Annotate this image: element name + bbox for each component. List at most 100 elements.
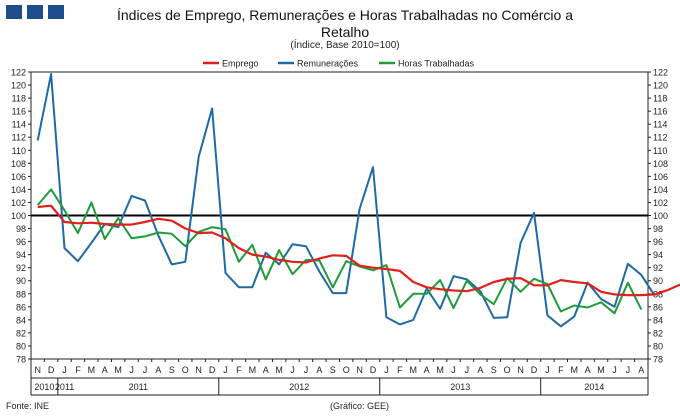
x-tick-label: M — [114, 365, 122, 375]
y-tick-label-left: 94 — [16, 250, 26, 260]
y-tick-label-right: 78 — [653, 355, 663, 365]
logo-block — [48, 5, 64, 19]
x-tick-label: J — [545, 365, 550, 375]
y-tick-label-left: 100 — [11, 211, 26, 221]
y-tick-label-right: 116 — [653, 107, 667, 117]
x-tick-label: A — [316, 365, 322, 375]
y-tick-label-left: 102 — [11, 198, 26, 208]
x-tick-label: A — [263, 365, 269, 375]
x-tick-label: N — [517, 365, 524, 375]
gee-logo — [6, 5, 64, 19]
y-tick-label-right: 86 — [653, 302, 663, 312]
year-label: 2012 — [289, 382, 309, 392]
x-tick-label: O — [343, 365, 350, 375]
logo-block — [6, 5, 22, 19]
y-tick-label-left: 90 — [16, 276, 26, 286]
series-line-emprego — [37, 204, 680, 297]
y-tick-label-right: 110 — [653, 146, 667, 156]
y-tick-label-right: 90 — [653, 276, 663, 286]
x-tick-label: A — [424, 365, 430, 375]
y-tick-label-right: 108 — [653, 159, 668, 169]
series-line-horas-trabalhadas — [36, 188, 643, 315]
year-label: 2011 — [55, 382, 74, 392]
y-tick-label-left: 86 — [16, 302, 26, 312]
x-tick-label: D — [370, 365, 377, 375]
y-tick-label-right: 112 — [653, 133, 667, 143]
x-tick-label: M — [410, 365, 418, 375]
x-tick-label: D — [48, 365, 55, 375]
y-tick-label-right: 122 — [653, 68, 668, 78]
x-tick-label: D — [209, 365, 216, 375]
x-tick-label: J — [223, 365, 228, 375]
y-tick-label-right: 92 — [653, 263, 663, 273]
chart-subtitle: (Índice, Base 2010=100) — [290, 40, 400, 51]
y-tick-label-right: 94 — [653, 250, 663, 260]
series-line-remunerações — [36, 73, 656, 328]
y-tick-label-right: 100 — [653, 211, 668, 221]
x-tick-label: M — [275, 365, 283, 375]
x-tick-label: M — [249, 365, 257, 375]
y-tick-label-left: 80 — [16, 341, 26, 351]
x-tick-label: F — [397, 365, 403, 375]
legend-label: Horas Trabalhadas — [398, 59, 475, 69]
year-label: 2013 — [450, 382, 470, 392]
x-tick-label: O — [182, 365, 189, 375]
year-label: 2010 — [34, 382, 54, 392]
y-tick-label-right: 106 — [653, 172, 668, 182]
x-tick-label: M — [570, 365, 578, 375]
y-tick-label-right: 104 — [653, 185, 668, 195]
y-tick-label-left: 118 — [12, 94, 26, 104]
x-tick-label: N — [34, 365, 41, 375]
y-tick-label-right: 96 — [653, 237, 663, 247]
y-tick-label-left: 122 — [11, 68, 26, 78]
year-label: 2011 — [129, 382, 148, 392]
x-tick-label: O — [504, 365, 511, 375]
x-tick-label: A — [585, 365, 591, 375]
x-tick-label: J — [612, 365, 617, 375]
x-tick-label: S — [330, 365, 336, 375]
x-tick-label: A — [102, 365, 108, 375]
y-tick-label-right: 84 — [653, 315, 663, 325]
x-tick-label: J — [626, 365, 631, 375]
y-tick-label-left: 114 — [12, 120, 26, 130]
x-tick-label: J — [384, 365, 389, 375]
source-note: Fonte: INE — [6, 401, 50, 411]
y-tick-label-right: 120 — [653, 81, 668, 91]
credit-note: (Gráfico: GEE) — [330, 401, 390, 411]
y-tick-label-left: 110 — [12, 146, 26, 156]
x-tick-label: M — [436, 365, 444, 375]
x-tick-label: A — [638, 365, 644, 375]
y-tick-label-right: 98 — [653, 224, 663, 234]
x-tick-label: F — [75, 365, 81, 375]
x-tick-label: J — [290, 365, 295, 375]
x-tick-label: S — [491, 365, 497, 375]
x-tick-label: M — [88, 365, 96, 375]
y-tick-label-left: 116 — [12, 107, 26, 117]
y-tick-label-right: 82 — [653, 328, 663, 338]
y-tick-label-right: 114 — [653, 120, 667, 130]
x-tick-label: F — [558, 365, 564, 375]
y-tick-label-left: 88 — [16, 289, 26, 299]
legend-label: Emprego — [222, 59, 259, 69]
x-tick-label: J — [304, 365, 309, 375]
y-tick-label-right: 80 — [653, 341, 663, 351]
legend-label: Remunerações — [297, 59, 359, 69]
y-tick-label-right: 118 — [653, 94, 667, 104]
x-tick-label: N — [356, 365, 363, 375]
y-tick-label-left: 84 — [16, 315, 26, 325]
logo-block — [27, 5, 43, 19]
chart-title: Índices de Emprego, Remunerações e Horas… — [116, 7, 574, 40]
x-tick-label: D — [531, 365, 538, 375]
x-tick-label: J — [143, 365, 148, 375]
y-tick-label-left: 92 — [16, 263, 26, 273]
y-tick-label-left: 96 — [16, 237, 26, 247]
y-tick-label-left: 78 — [16, 355, 26, 365]
y-tick-label-left: 106 — [11, 172, 26, 182]
x-tick-label: J — [129, 365, 134, 375]
year-label: 2014 — [584, 382, 604, 392]
y-tick-label-left: 120 — [11, 81, 26, 91]
x-tick-label: M — [597, 365, 605, 375]
y-tick-label-left: 108 — [11, 159, 26, 169]
x-tick-label: A — [155, 365, 161, 375]
